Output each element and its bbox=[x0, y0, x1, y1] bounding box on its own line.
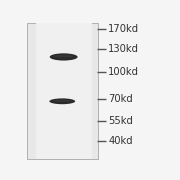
Text: 55kd: 55kd bbox=[108, 116, 133, 126]
Ellipse shape bbox=[50, 53, 78, 60]
Ellipse shape bbox=[54, 55, 73, 57]
Ellipse shape bbox=[53, 100, 71, 102]
Ellipse shape bbox=[49, 98, 75, 104]
Bar bbox=[27, 23, 98, 159]
Text: 40kd: 40kd bbox=[108, 136, 133, 147]
Text: 70kd: 70kd bbox=[108, 94, 133, 104]
Text: 130kd: 130kd bbox=[108, 44, 139, 54]
Bar bbox=[36, 23, 92, 159]
Text: 170kd: 170kd bbox=[108, 24, 140, 34]
Text: 100kd: 100kd bbox=[108, 67, 139, 77]
